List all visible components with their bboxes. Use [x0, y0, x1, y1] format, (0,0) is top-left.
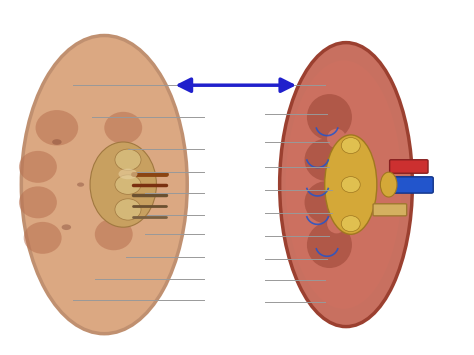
Ellipse shape — [307, 94, 352, 140]
Ellipse shape — [115, 149, 141, 170]
FancyBboxPatch shape — [390, 160, 428, 173]
Ellipse shape — [104, 112, 142, 144]
Ellipse shape — [380, 172, 397, 197]
Ellipse shape — [77, 182, 84, 187]
Ellipse shape — [304, 181, 349, 224]
Ellipse shape — [90, 142, 156, 227]
Ellipse shape — [325, 135, 377, 234]
Ellipse shape — [115, 175, 141, 194]
Ellipse shape — [341, 215, 360, 231]
Ellipse shape — [307, 222, 352, 268]
Ellipse shape — [62, 224, 71, 230]
Ellipse shape — [285, 60, 401, 309]
FancyBboxPatch shape — [389, 177, 433, 193]
Ellipse shape — [19, 186, 57, 218]
Ellipse shape — [19, 151, 57, 183]
Ellipse shape — [21, 36, 187, 334]
Ellipse shape — [119, 218, 127, 222]
Ellipse shape — [118, 169, 137, 179]
Ellipse shape — [36, 110, 78, 146]
Ellipse shape — [341, 176, 360, 192]
Ellipse shape — [115, 199, 141, 220]
Ellipse shape — [110, 147, 117, 151]
Ellipse shape — [327, 129, 346, 148]
Ellipse shape — [327, 171, 346, 191]
Ellipse shape — [95, 218, 133, 250]
Ellipse shape — [304, 138, 349, 181]
FancyBboxPatch shape — [373, 204, 407, 216]
Ellipse shape — [52, 139, 62, 145]
Ellipse shape — [341, 137, 360, 153]
Ellipse shape — [24, 222, 62, 254]
Ellipse shape — [280, 43, 412, 327]
Ellipse shape — [327, 214, 346, 234]
